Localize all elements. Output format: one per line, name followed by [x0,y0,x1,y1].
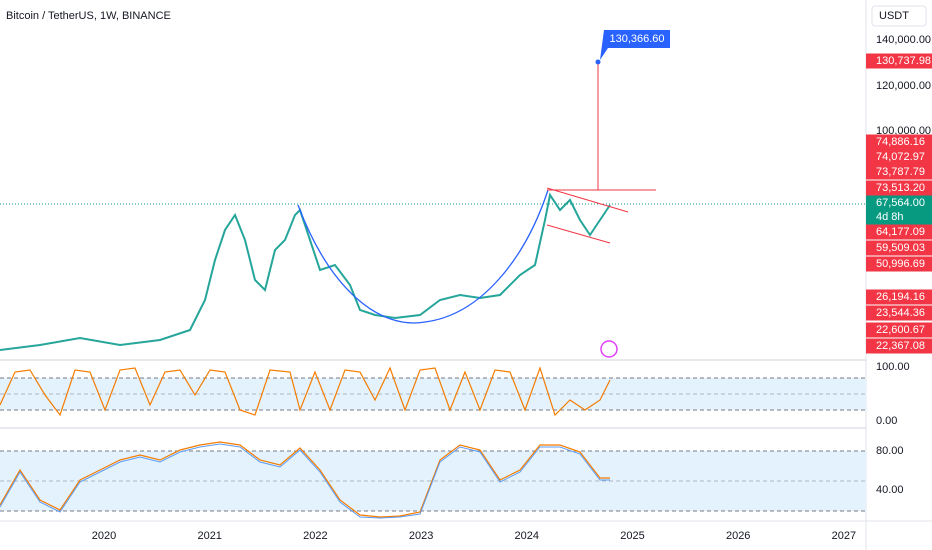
channel-line [546,187,629,213]
cup-curve [297,189,549,324]
time-label: 2021 [197,530,221,542]
price-tag: 50,996.69 [876,258,925,270]
price-tag: 26,194.16 [876,291,925,303]
event-icon[interactable] [600,340,618,358]
currency-label[interactable]: USDT [879,10,909,22]
time-label: 2020 [92,530,116,542]
price-tag: 23,544.36 [876,307,925,319]
stoch-line [0,441,610,518]
price-tag-bg [866,224,932,240]
callout-label: 130,366.60 [609,33,664,45]
price-tag-bg [866,134,932,150]
price-tag-bg [866,240,932,256]
indicator-label: 80.00 [876,445,904,457]
callout [600,30,670,60]
price-tag-bg [866,305,932,321]
time-label: 2024 [515,530,539,542]
time-label: 2023 [409,530,433,542]
indicator-label: 100.00 [876,361,910,373]
price-tag-bg [866,338,932,354]
currency-button[interactable] [871,5,927,27]
price-tag: 74,886.16 [876,136,925,148]
price-tag: 64,177.09 [876,226,925,238]
rsi-line [0,366,611,417]
time-label: 2027 [832,530,856,542]
time-label: 2026 [726,530,750,542]
price-tag: 22,600.67 [876,324,925,336]
price-line [0,192,611,351]
price-tag: 67,564.00 [876,197,925,209]
price-tag-bg [866,322,932,338]
price-tag-bg [866,53,932,69]
time-label: 2022 [303,530,327,542]
time-label: 2025 [620,530,644,542]
channel-line [546,224,611,244]
price-tag: 73,513.20 [876,182,925,194]
price-tag: 22,367.08 [876,340,925,352]
price-tag-bg [866,256,932,272]
price-tag-bg [866,180,932,196]
price-tag: 130,737.98 [876,55,931,67]
price-tag-bg [866,164,932,180]
countdown: 4d 8h [876,211,904,223]
price-tag-bg [866,195,932,226]
symbol-title[interactable]: Bitcoin / TetherUS, 1W, BINANCE [6,10,171,22]
price-label: 100,000.00 [876,125,931,137]
indicator-label: 40.00 [876,484,904,496]
price-tag-bg [866,149,932,165]
price-tag: 59,509.03 [876,242,925,254]
indicator-label: 0.00 [876,415,897,427]
price-tag-bg [866,289,932,305]
price-tag: 73,787.79 [876,166,925,178]
stoch-signal-line [0,443,610,519]
target-point [595,59,601,65]
price-label: 140,000.00 [876,34,931,46]
price-tag: 74,072.97 [876,151,925,163]
price-label: 120,000.00 [876,80,931,92]
